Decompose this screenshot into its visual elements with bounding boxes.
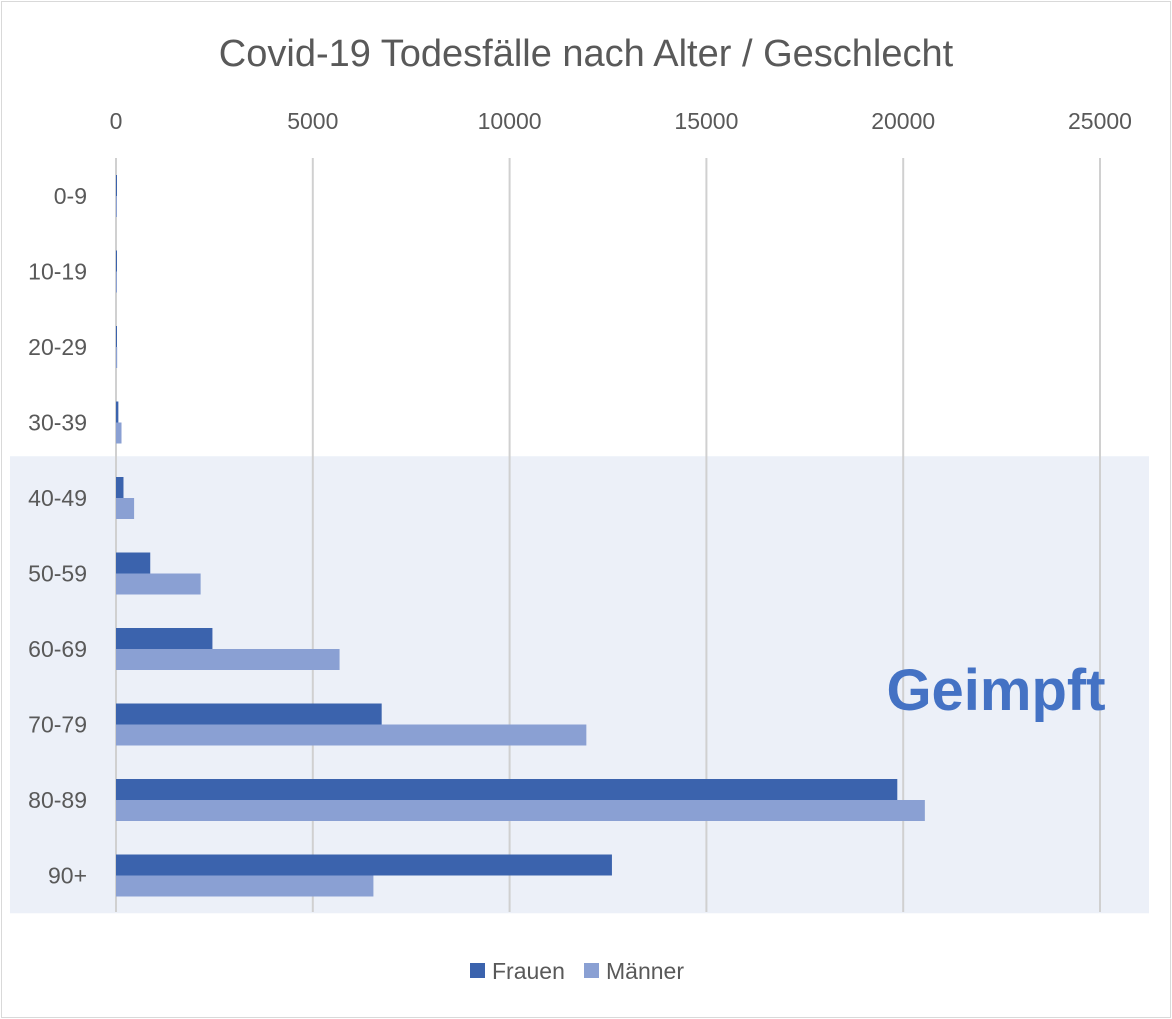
legend: Frauen Männer: [470, 958, 684, 984]
legend-label: Männer: [606, 958, 684, 984]
bar-männer: [116, 800, 925, 821]
category-label: 10-19: [28, 259, 87, 285]
x-tick-label: 25000: [1068, 108, 1132, 134]
highlight-band: [10, 456, 1149, 914]
bar-frauen: [116, 175, 117, 196]
category-labels: 0-9 10-19 20-29 30-39 40-49 50-59 60-69 70-79 80…: [28, 183, 87, 889]
bar-männer: [116, 724, 587, 746]
x-axis-ticks: 0 5000 10000 15000 20000 25000: [110, 108, 1132, 134]
chart-title: Covid-19 Todesfälle nach Alter / Geschle…: [219, 33, 954, 75]
bar-männer: [116, 573, 201, 595]
bar-frauen: [116, 854, 612, 876]
bar-frauen: [116, 703, 382, 725]
bar-männer: [116, 196, 117, 217]
bar-männer: [116, 649, 340, 670]
bar-männer: [116, 498, 135, 519]
category-label: 0-9: [54, 183, 87, 209]
bar-männer: [116, 271, 117, 293]
category-label: 40-49: [28, 485, 87, 511]
bar-männer: [116, 347, 118, 368]
bar-männer: [116, 422, 122, 444]
x-tick-label: 5000: [287, 108, 338, 134]
category-label: 60-69: [28, 636, 87, 662]
bar-frauen: [116, 250, 117, 272]
legend-swatch: [584, 963, 599, 978]
bar-frauen: [116, 552, 151, 574]
x-tick-label: 0: [110, 108, 123, 134]
bars: [116, 175, 925, 897]
category-label: 70-79: [28, 712, 87, 738]
x-tick-label: 15000: [674, 108, 738, 134]
bar-frauen: [116, 628, 213, 649]
legend-label: Frauen: [492, 958, 565, 984]
legend-swatch: [470, 963, 485, 978]
bar-frauen: [116, 401, 119, 423]
category-label: 90+: [48, 863, 87, 889]
category-label: 80-89: [28, 787, 87, 813]
category-label: 50-59: [28, 561, 87, 587]
bar-frauen: [116, 477, 124, 498]
bar-frauen: [116, 326, 117, 347]
x-tick-label: 20000: [871, 108, 935, 134]
category-label: 20-29: [28, 334, 87, 360]
bar-frauen: [116, 779, 898, 800]
category-label: 30-39: [28, 410, 87, 436]
x-tick-label: 10000: [478, 108, 542, 134]
highlight-label: Geimpft: [886, 658, 1105, 723]
bar-männer: [116, 875, 374, 897]
